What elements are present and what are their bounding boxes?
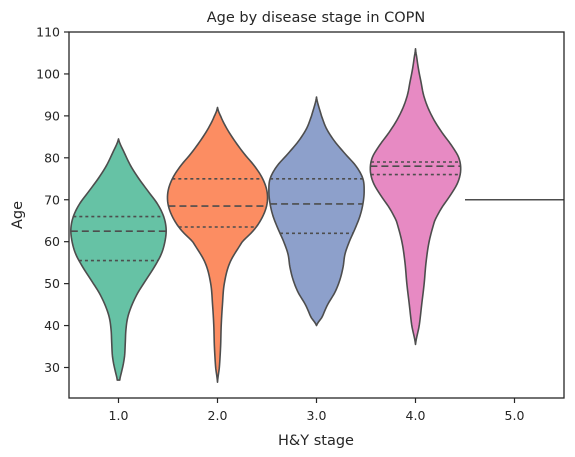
y-tick-label: 30: [44, 360, 60, 375]
y-tick-label: 100: [36, 66, 60, 81]
x-tick-label: 4.0: [406, 408, 426, 423]
y-tick-label: 50: [44, 276, 60, 291]
y-tick-label: 80: [44, 150, 60, 165]
y-tick-label: 40: [44, 318, 60, 333]
y-axis-ticks: 30 40 50 60 70 80 90 100 110: [36, 25, 69, 375]
x-tick-label: 3.0: [307, 408, 327, 423]
violin-4-0: [369, 47, 462, 346]
x-tick-label: 1.0: [109, 408, 129, 423]
violin-2-0: [166, 106, 269, 383]
y-tick-label: 90: [44, 108, 60, 123]
x-axis-label: H&Y stage: [278, 433, 354, 449]
violin-1-0: [70, 138, 167, 381]
x-axis-ticks: 1.0 2.0 3.0 4.0 5.0: [109, 398, 525, 423]
y-tick-label: 110: [36, 25, 60, 40]
y-tick-label: 60: [44, 234, 60, 249]
x-tick-label: 5.0: [505, 408, 525, 423]
chart-title: Age by disease stage in COPN: [207, 10, 426, 26]
y-tick-label: 70: [44, 192, 60, 207]
y-axis-label: Age: [10, 201, 26, 229]
x-tick-label: 2.0: [208, 408, 228, 423]
violin-3-0: [268, 96, 365, 327]
violins-group: [70, 47, 564, 383]
